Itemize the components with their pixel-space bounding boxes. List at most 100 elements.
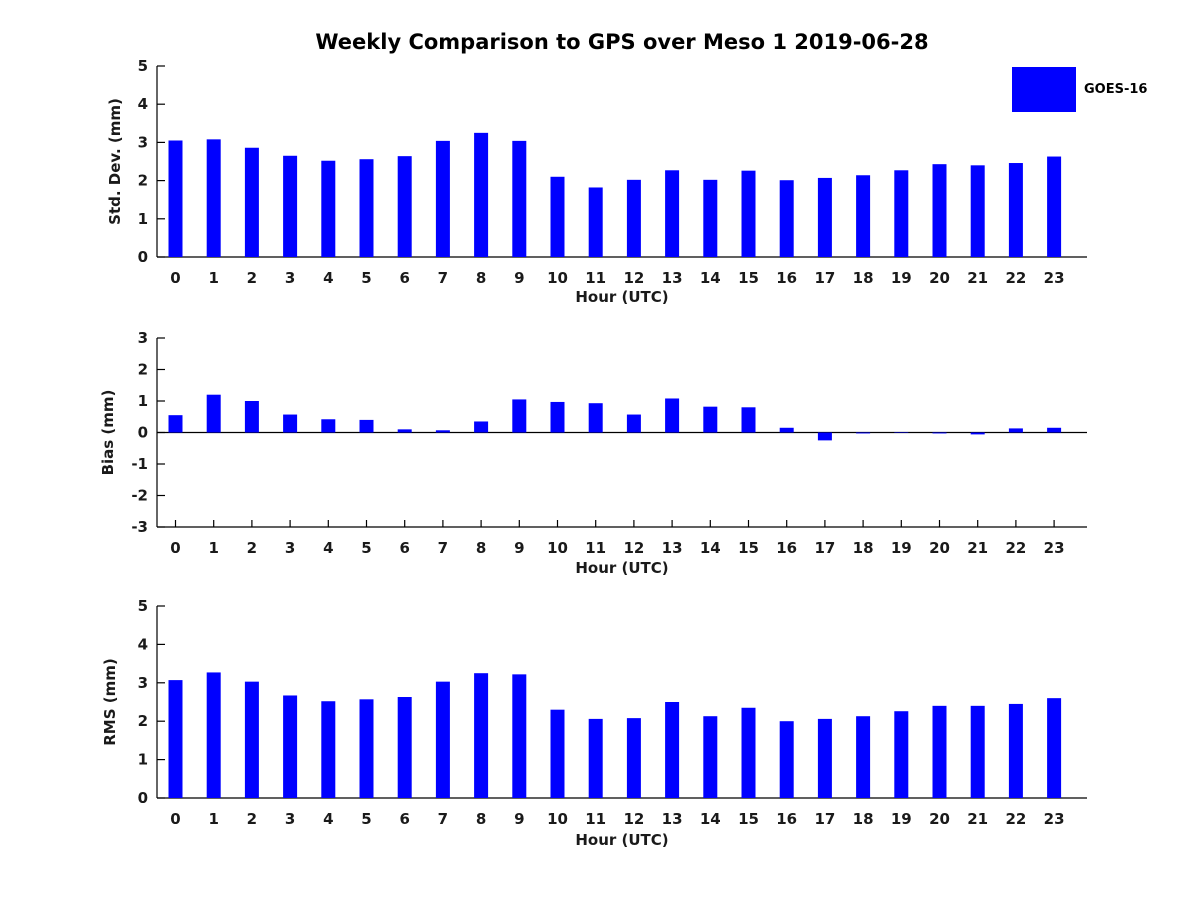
bar [970, 165, 985, 257]
x-tick-label: 12 [623, 539, 644, 557]
bar [817, 432, 832, 441]
legend-swatch-goes16 [1012, 67, 1076, 112]
bar [474, 673, 489, 798]
bar [1047, 698, 1062, 798]
x-tick-label: 23 [1044, 269, 1065, 287]
x-tick-label: 15 [738, 810, 759, 828]
x-tick-label: 4 [323, 539, 333, 557]
x-tick-label: 21 [967, 539, 988, 557]
x-tick-label: 11 [585, 810, 606, 828]
bars [168, 394, 1062, 441]
y-tick-label: 5 [138, 57, 148, 75]
bar [894, 432, 909, 433]
legend-label: GOES-16 [1084, 82, 1148, 97]
x-tick-label: 16 [776, 269, 797, 287]
x-tick-label: 6 [399, 539, 409, 557]
bar [435, 140, 450, 257]
bar [779, 427, 794, 433]
x-tick-label: 22 [1005, 810, 1026, 828]
x-tick-label: 3 [285, 539, 295, 557]
y-tick-label: 2 [138, 712, 148, 730]
bar [856, 175, 871, 257]
x-tick-label: 0 [170, 269, 180, 287]
bar [779, 180, 794, 257]
y-axis-label: Std. Dev. (mm) [106, 98, 124, 225]
x-tick-label: 3 [285, 810, 295, 828]
y-tick-label: 3 [138, 133, 148, 151]
bar [1008, 703, 1023, 798]
bar [168, 680, 183, 798]
x-tick-label: 2 [247, 539, 257, 557]
y-tick-label: 3 [138, 329, 148, 347]
x-tick-label: 3 [285, 269, 295, 287]
bar [512, 399, 527, 433]
x-tick-label: 15 [738, 269, 759, 287]
y-tick-label: 1 [138, 210, 148, 228]
x-tick-label: 16 [776, 810, 797, 828]
bar [321, 419, 336, 433]
x-tick-label: 8 [476, 269, 486, 287]
x-tick-label: 21 [967, 269, 988, 287]
bar [970, 432, 985, 435]
y-tick-label: 2 [138, 361, 148, 379]
bar [703, 716, 718, 798]
bars [168, 132, 1062, 257]
x-tick-label: 14 [700, 810, 721, 828]
x-axis-label: Hour (UTC) [575, 831, 668, 849]
bar [206, 139, 221, 257]
bar [665, 170, 680, 257]
x-tick-label: 18 [853, 539, 874, 557]
bar [397, 697, 412, 798]
y-tick-label: 2 [138, 172, 148, 190]
y-tick-label: 0 [138, 424, 148, 442]
x-tick-label: 20 [929, 810, 950, 828]
x-tick-label: 1 [208, 269, 218, 287]
bar [856, 716, 871, 798]
bar [894, 170, 909, 257]
bar [741, 707, 756, 798]
bar [474, 132, 489, 257]
y-tick-label: 1 [138, 392, 148, 410]
x-tick-label: 13 [662, 269, 683, 287]
bar [359, 159, 374, 257]
bar [359, 699, 374, 798]
y-tick-label: 0 [138, 248, 148, 266]
y-tick-label: -1 [131, 455, 148, 473]
y-axis-label: Bias (mm) [99, 390, 117, 476]
x-tick-label: 2 [247, 810, 257, 828]
x-tick-label: 10 [547, 810, 568, 828]
x-tick-label: 20 [929, 269, 950, 287]
x-tick-label: 10 [547, 269, 568, 287]
x-tick-label: 2 [247, 269, 257, 287]
x-tick-label: 9 [514, 810, 524, 828]
bar [970, 705, 985, 798]
x-tick-label: 16 [776, 539, 797, 557]
bar [321, 160, 336, 257]
x-tick-label: 10 [547, 539, 568, 557]
x-tick-label: 21 [967, 810, 988, 828]
bar [283, 155, 298, 257]
x-tick-label: 9 [514, 539, 524, 557]
x-tick-label: 1 [208, 810, 218, 828]
x-tick-label: 17 [814, 269, 835, 287]
y-tick-label: -2 [131, 487, 148, 505]
bar [932, 705, 947, 798]
x-tick-label: 0 [170, 810, 180, 828]
x-tick-label: 12 [623, 269, 644, 287]
bar [283, 414, 298, 433]
x-tick-label: 18 [853, 810, 874, 828]
bar [397, 429, 412, 433]
bar [1008, 163, 1023, 257]
y-tick-label: 5 [138, 597, 148, 615]
bar [397, 156, 412, 257]
x-tick-label: 11 [585, 539, 606, 557]
x-tick-label: 19 [891, 539, 912, 557]
bar [435, 681, 450, 798]
x-tick-label: 5 [361, 539, 371, 557]
bar [512, 674, 527, 798]
bar [665, 398, 680, 433]
bar [588, 187, 603, 257]
bar [626, 414, 641, 433]
